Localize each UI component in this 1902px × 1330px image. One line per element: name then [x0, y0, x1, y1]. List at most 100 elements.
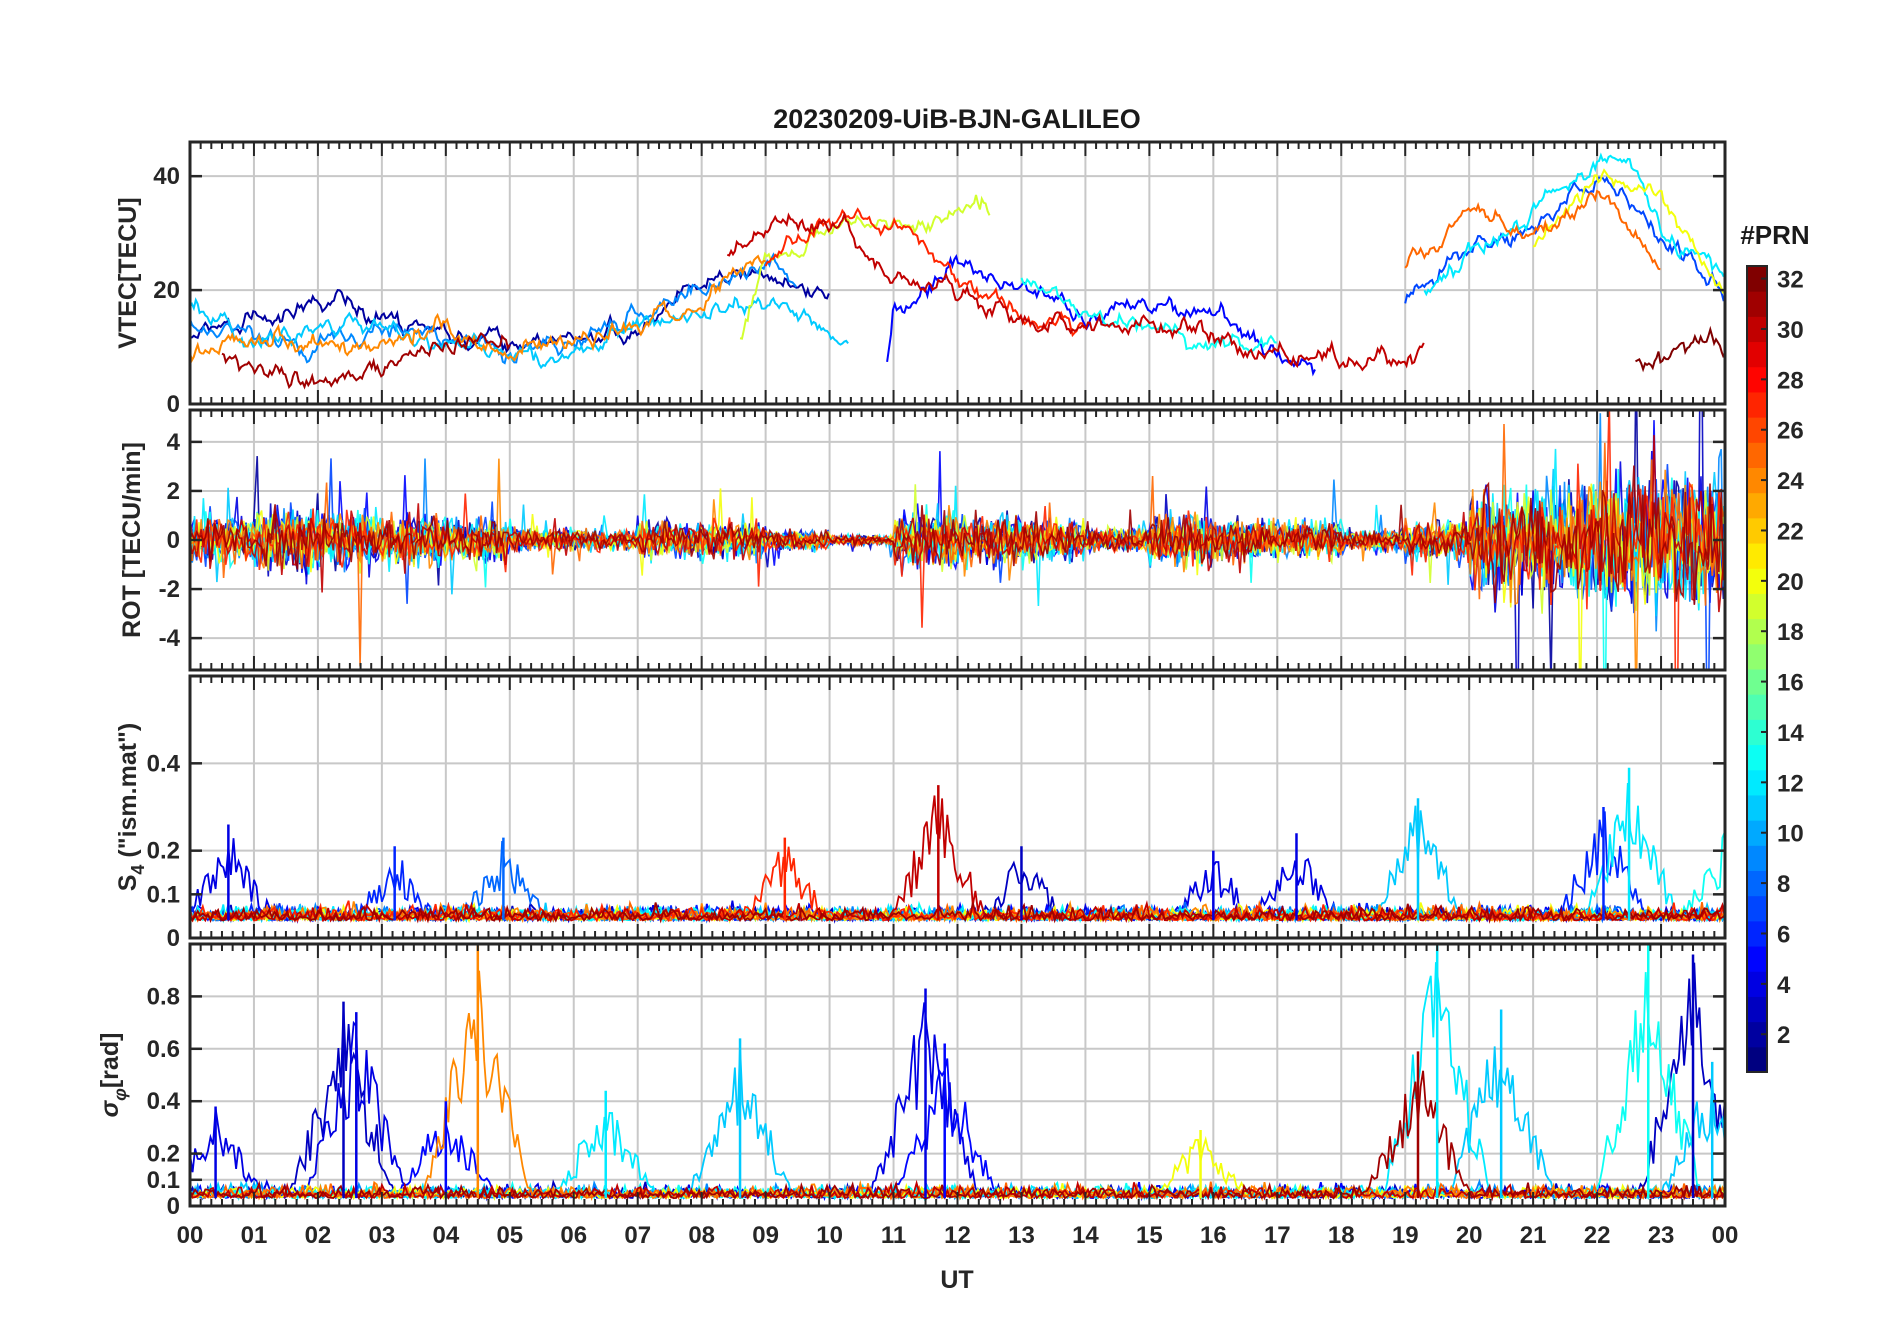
- colorbar-swatch: [1747, 946, 1767, 972]
- x-tick-label: 00: [1712, 1222, 1739, 1249]
- vtec-series-line: [1404, 189, 1661, 271]
- colorbar-title: #PRN: [1740, 220, 1809, 250]
- rot-panel: -4 -2 0 2 4 ROT [TECU/min]: [118, 408, 1727, 672]
- colorbar-swatch: [1747, 1021, 1767, 1048]
- colorbar-tick-label: 30: [1777, 317, 1804, 344]
- sigma-phi-frame: [188, 942, 1727, 1208]
- y-tick-label: -4: [159, 625, 181, 652]
- x-tick-label: 02: [305, 1222, 332, 1249]
- rot-y-tick-labels: -4 -2 0 2 4: [159, 429, 181, 652]
- colorbar-swatch: [1747, 845, 1767, 871]
- colorbar-swatch: [1747, 870, 1767, 897]
- s4-grid: [190, 676, 1725, 939]
- colorbar-swatch: [1747, 996, 1767, 1023]
- y-tick-label: 20: [153, 277, 180, 304]
- x-tick-label: 13: [1008, 1222, 1035, 1249]
- colorbar-swatch: [1747, 391, 1767, 418]
- colorbar-tick-label: 24: [1777, 468, 1804, 495]
- colorbar-tick-label: 2: [1777, 1022, 1790, 1049]
- vtec-series-line: [1020, 277, 1277, 354]
- vtec-series-line: [1404, 176, 1725, 304]
- x-tick-label: 00: [177, 1222, 204, 1249]
- colorbar-swatch: [1747, 266, 1767, 292]
- x-tick-label: 01: [241, 1222, 268, 1249]
- colorbar-tick-label: 4: [1777, 972, 1791, 999]
- x-tick-label: 12: [944, 1222, 971, 1249]
- vtec-series-line: [221, 332, 511, 390]
- colorbar-swatch: [1747, 669, 1767, 695]
- colorbar-swatch: [1747, 719, 1767, 746]
- colorbar-tick-label: 18: [1777, 619, 1804, 646]
- colorbar-swatch: [1747, 769, 1767, 796]
- chart-title: 20230209-UiB-BJN-GALILEO: [773, 104, 1141, 134]
- colorbar-gradient: [1747, 266, 1767, 1073]
- rot-frame: [188, 408, 1727, 672]
- x-tick-label: 04: [432, 1222, 459, 1249]
- vtec-series-line: [739, 194, 991, 340]
- s4-panel: 0 0.1 0.2 0.4 S4 ("ism.mat"): [114, 674, 1727, 952]
- x-tick-label: 19: [1392, 1222, 1419, 1249]
- colorbar-swatch: [1747, 291, 1767, 317]
- vtec-y-tick-labels: 0 20 40: [153, 163, 180, 418]
- vtec-series-line: [1423, 152, 1725, 297]
- vtec-series-line: [190, 254, 766, 363]
- x-axis-label: UT: [940, 1266, 973, 1294]
- colorbar-tick-label: 16: [1777, 670, 1804, 697]
- series-line: [190, 902, 1725, 924]
- y-tick-label: 0.1: [147, 881, 180, 908]
- colorbar-tick-label: 28: [1777, 367, 1804, 394]
- colorbar-swatch: [1747, 971, 1767, 997]
- colorbar-tick-label: 32: [1777, 267, 1804, 294]
- x-tick-label: 06: [560, 1222, 587, 1249]
- x-tick-label: 03: [369, 1222, 396, 1249]
- x-tick-label: 10: [816, 1222, 843, 1249]
- rot-series-line: [190, 458, 1725, 670]
- y-tick-label: 0.6: [147, 1036, 180, 1063]
- y-tick-label: -2: [159, 576, 180, 603]
- colorbar-swatch: [1747, 618, 1767, 645]
- y-tick-label: 0.4: [147, 1088, 181, 1115]
- y-tick-label: 0: [167, 1193, 180, 1220]
- y-tick-label: 4: [167, 429, 181, 456]
- y-tick-label: 0.4: [147, 750, 181, 777]
- colorbar-tick-label: 12: [1777, 770, 1804, 797]
- colorbar-swatch: [1747, 316, 1767, 343]
- x-tick-label: 09: [752, 1222, 779, 1249]
- y-tick-label: 0: [167, 925, 180, 952]
- x-tick-labels: 00 01 02 03 04 05 06 07 08 09 10 11 12 13 14 15 16 17 18 19…: [177, 1222, 1739, 1249]
- x-tick-label: 20: [1456, 1222, 1483, 1249]
- x-tick-label: 21: [1520, 1222, 1547, 1249]
- colorbar-swatch: [1747, 568, 1767, 594]
- colorbar-swatch: [1747, 744, 1767, 771]
- colorbar-swatch: [1747, 366, 1767, 393]
- y-tick-label: 2: [167, 478, 180, 505]
- sigma-phi-y-tick-labels: 00.10.2 0.4 0.6 0.8: [147, 983, 181, 1220]
- colorbar-swatch: [1747, 794, 1767, 821]
- vtec-panel: 0 20 40 VTEC[TECU]: [114, 140, 1727, 418]
- s4-series: [190, 767, 1725, 924]
- colorbar-swatch: [1747, 467, 1767, 494]
- sigma-phi-y-axis-label: σφ[rad]: [96, 1033, 130, 1118]
- x-tick-label: 14: [1072, 1222, 1099, 1249]
- colorbar-swatch: [1747, 417, 1767, 443]
- colorbar-swatch: [1747, 517, 1767, 544]
- colorbar-tick-label: 20: [1777, 569, 1804, 596]
- colorbar-swatch: [1747, 643, 1767, 670]
- colorbar-swatch: [1747, 492, 1767, 519]
- x-tick-label: 07: [624, 1222, 651, 1249]
- x-tick-label: 17: [1264, 1222, 1291, 1249]
- x-tick-label: 11: [881, 1222, 906, 1249]
- colorbar-swatch: [1747, 543, 1767, 569]
- colorbar-swatch: [1747, 341, 1767, 368]
- colorbar-swatch: [1747, 442, 1767, 468]
- y-tick-label: 40: [153, 163, 180, 190]
- vtec-series-line: [726, 211, 1425, 372]
- colorbar-swatch: [1747, 820, 1767, 846]
- colorbar-tick-label: 8: [1777, 871, 1790, 898]
- x-tick-label: 22: [1584, 1222, 1611, 1249]
- colorbar-swatch: [1747, 920, 1767, 947]
- x-tick-label: 05: [496, 1222, 523, 1249]
- vtec-series-line: [1635, 325, 1725, 373]
